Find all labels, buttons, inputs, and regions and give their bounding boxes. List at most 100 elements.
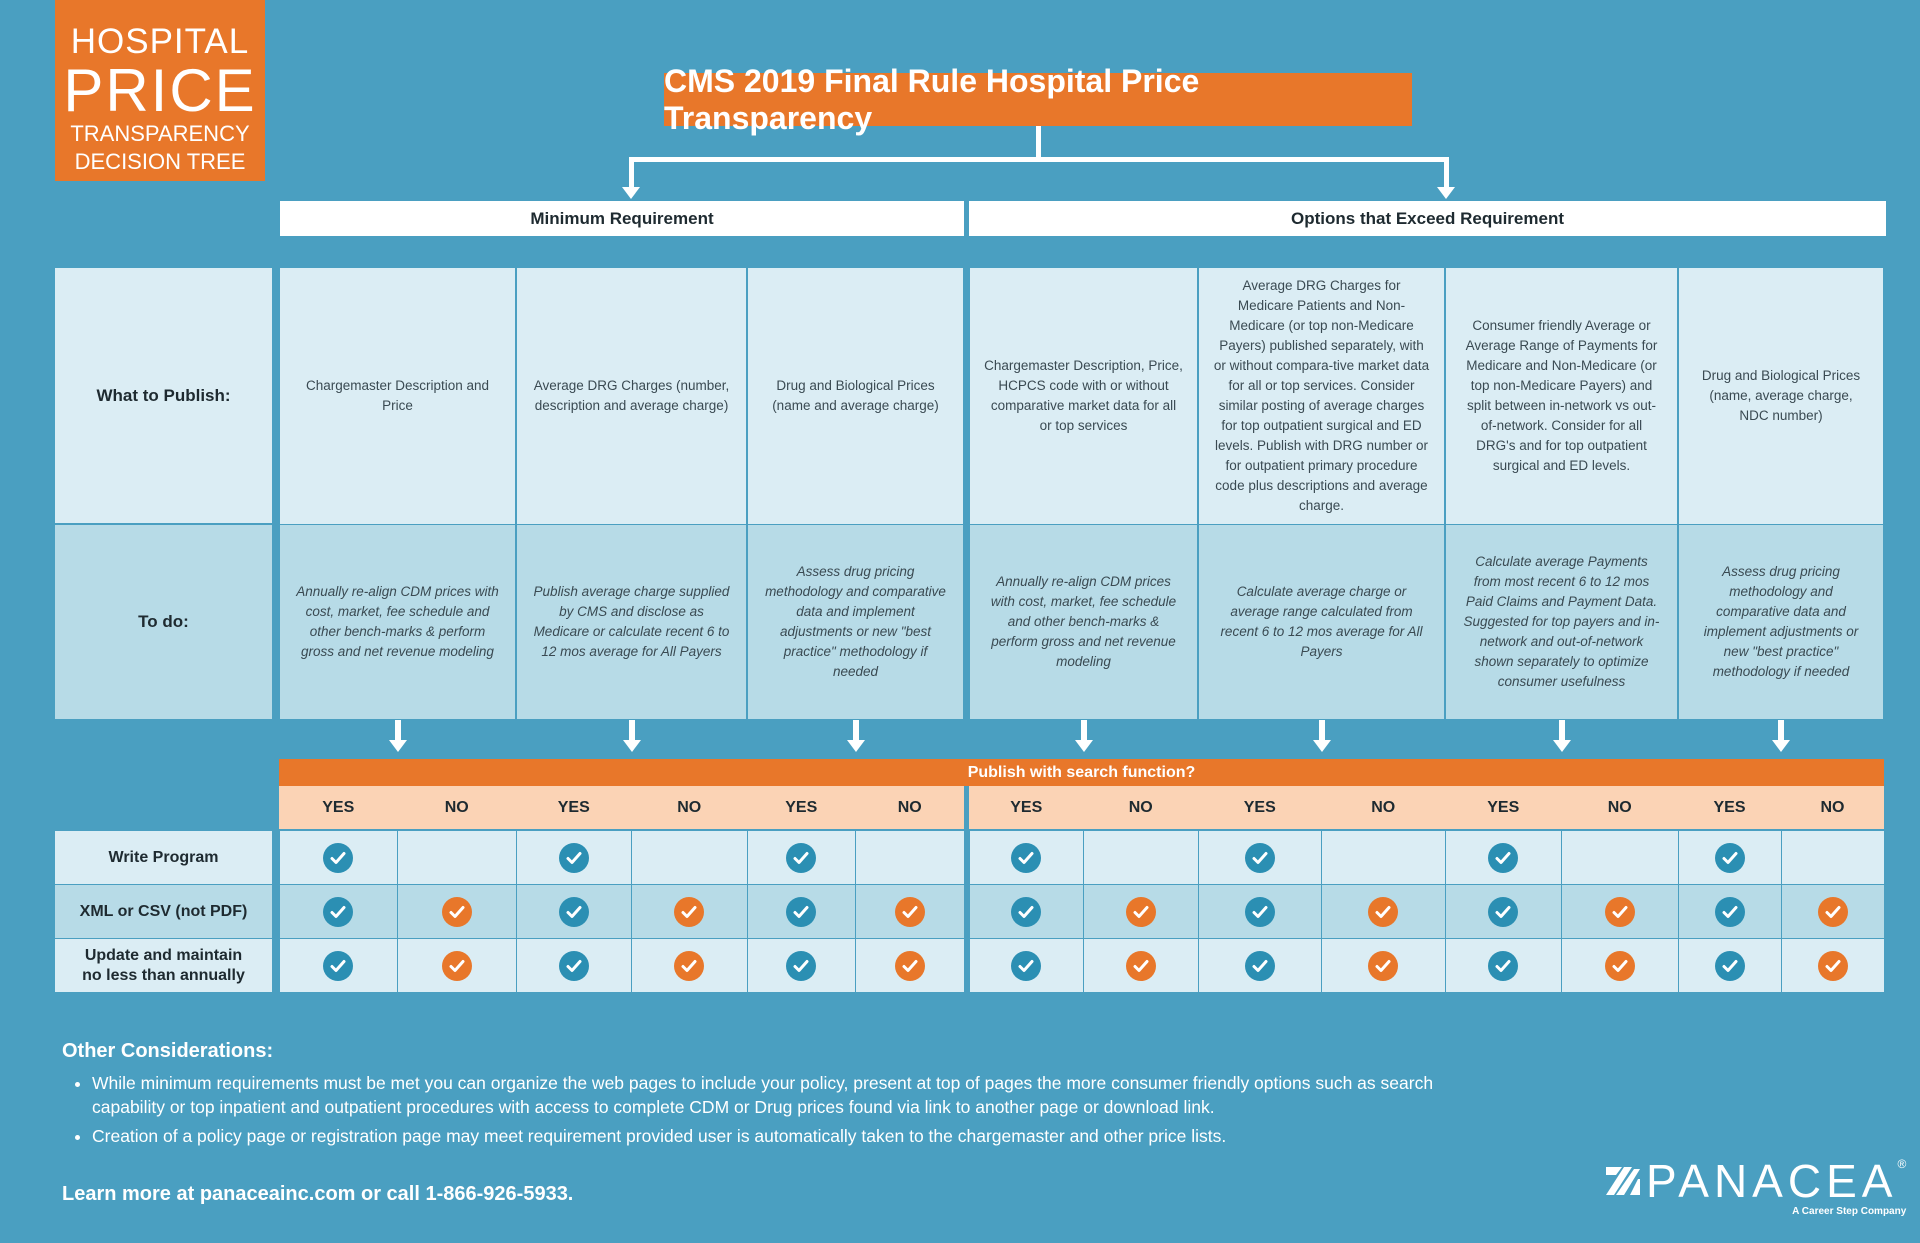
requirement-cell: [1678, 831, 1781, 884]
requirement-cell: [1198, 831, 1321, 884]
answer-no: NO: [1781, 786, 1884, 829]
answer-yes: YES: [969, 786, 1084, 829]
what-to-publish-cell: Consumer friendly Average or Average Ran…: [1446, 268, 1677, 524]
arrow-down-icon: [622, 187, 640, 199]
checkmark-icon: [674, 896, 705, 927]
checkmark-icon: [441, 896, 472, 927]
answer-no: NO: [1561, 786, 1678, 829]
todo-cell: Publish average charge supplied by CMS a…: [517, 525, 746, 719]
arrow-down-icon: [1772, 740, 1790, 752]
flow-connector: [628, 720, 635, 742]
checkmark-icon: [558, 842, 589, 873]
answer-yes: YES: [1678, 786, 1781, 829]
other-considerations: Other Considerations: While minimum requ…: [62, 1040, 1442, 1153]
answer-yes: YES: [516, 786, 632, 829]
todo-cell: Annually re-align CDM prices with cost, …: [280, 525, 515, 719]
checkmark-icon: [894, 896, 925, 927]
requirement-cell: [1445, 885, 1561, 938]
requirement-cell: [969, 831, 1083, 884]
requirement-cell: [1198, 939, 1321, 992]
panacea-mark-icon: [1606, 1167, 1640, 1195]
checkmark-icon: [1125, 950, 1156, 981]
requirement-cell: [1678, 885, 1781, 938]
checkmark-icon: [323, 950, 354, 981]
requirement-label: Write Program: [55, 831, 272, 884]
learn-more-text: Learn more at panaceainc.com or call 1-8…: [62, 1183, 574, 1205]
checkmark-icon: [1817, 950, 1848, 981]
checkmark-icon: [1011, 842, 1042, 873]
arrow-down-icon: [1437, 187, 1455, 199]
checkmark-icon: [786, 896, 817, 927]
checkmark-icon: [1714, 950, 1745, 981]
checkmark-icon: [1488, 842, 1519, 873]
registered-mark: ®: [1897, 1157, 1907, 1171]
checkmark-icon: [1244, 842, 1275, 873]
checkmark-icon: [894, 950, 925, 981]
requirement-cell: [1198, 885, 1321, 938]
what-to-publish-cell: Drug and Biological Prices (name, averag…: [1679, 268, 1883, 524]
todo-cell: Annually re-align CDM prices with cost, …: [970, 525, 1197, 719]
requirement-cell: [516, 831, 631, 884]
flow-connector: [1558, 720, 1565, 742]
checkmark-icon: [1714, 896, 1745, 927]
answer-no: NO: [397, 786, 516, 829]
arrow-down-icon: [388, 740, 407, 752]
requirement-cell: [1562, 831, 1678, 884]
consideration-bullet: Creation of a policy page or registratio…: [92, 1124, 1442, 1148]
logo-line: HOSPITAL: [70, 22, 250, 61]
answer-yes: YES: [1198, 786, 1322, 829]
requirement-cell: [1678, 939, 1781, 992]
requirement-cell: [1445, 939, 1561, 992]
checkmark-icon: [1244, 896, 1275, 927]
tree-connector: [629, 157, 1449, 162]
requirement-cell: [856, 831, 964, 884]
checkmark-icon: [1604, 896, 1635, 927]
checkmark-icon: [323, 842, 354, 873]
checkmark-icon: [323, 896, 354, 927]
requirement-cell: [1562, 939, 1678, 992]
flow-connector: [1080, 720, 1087, 742]
brand-tagline: A Career Step Company: [1792, 1206, 1907, 1217]
what-to-publish-cell: Chargemaster Description and Price: [280, 268, 515, 524]
requirement-cell: [1084, 885, 1198, 938]
checkmark-icon: [1368, 950, 1399, 981]
answer-no: NO: [1321, 786, 1445, 829]
requirement-cell: [516, 885, 631, 938]
requirement-cell: [279, 885, 397, 938]
tree-connector: [1444, 157, 1449, 189]
requirement-cell: [632, 885, 747, 938]
flow-connector: [394, 720, 401, 742]
minimum-requirement-header: Minimum Requirement: [280, 201, 964, 236]
arrow-down-icon: [622, 740, 641, 752]
checkmark-icon: [1011, 896, 1042, 927]
todo-cell: Calculate average Payments from most rec…: [1446, 525, 1677, 719]
checkmark-icon: [1488, 950, 1519, 981]
flow-connector: [1318, 720, 1325, 742]
answer-no: NO: [631, 786, 747, 829]
decision-tree-logo: HOSPITAL PRICE TRANSPARENCY DECISION TRE…: [55, 0, 265, 181]
answer-no: NO: [855, 786, 964, 829]
row-label-todo: To do:: [55, 525, 272, 719]
requirement-cell: [1084, 939, 1198, 992]
checkmark-icon: [558, 950, 589, 981]
requirement-cell: [747, 939, 855, 992]
arrow-down-icon: [846, 740, 865, 752]
checkmark-icon: [1488, 896, 1519, 927]
requirement-cell: [1781, 885, 1884, 938]
requirement-cell: [747, 885, 855, 938]
options-header: Options that Exceed Requirement: [969, 201, 1886, 236]
requirement-cell: [1084, 831, 1198, 884]
requirement-cell: [747, 831, 855, 884]
logo-line: PRICE: [63, 57, 257, 124]
todo-cell: Assess drug pricing methodology and comp…: [748, 525, 963, 719]
page-title: CMS 2019 Final Rule Hospital Price Trans…: [664, 63, 1412, 136]
requirement-cell: [969, 939, 1083, 992]
checkmark-icon: [1368, 896, 1399, 927]
what-to-publish-cell: Drug and Biological Prices (name and ave…: [748, 268, 963, 524]
todo-cell: Assess drug pricing methodology and comp…: [1679, 525, 1883, 719]
what-to-publish-cell: Average DRG Charges for Medicare Patient…: [1199, 268, 1444, 524]
tree-connector: [629, 157, 634, 189]
requirement-cell: [1322, 885, 1445, 938]
todo-cell: Calculate average charge or average rang…: [1199, 525, 1444, 719]
panacea-logo: PANACEA ® A Career Step Company: [1602, 1158, 1906, 1217]
